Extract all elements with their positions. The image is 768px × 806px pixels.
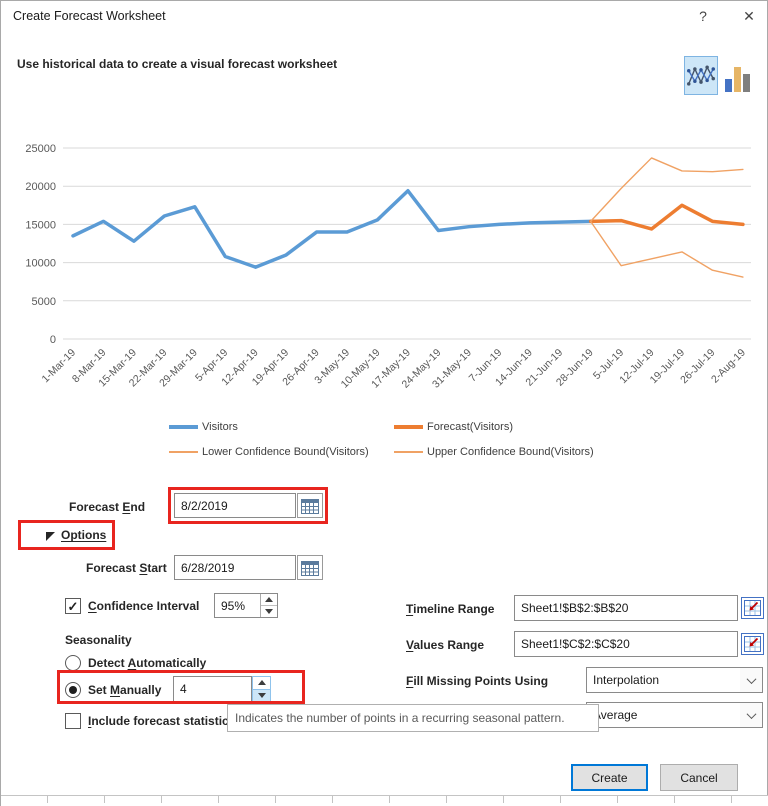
legend-label: Forecast(Visitors)	[427, 421, 513, 433]
set-manually-radio[interactable]	[65, 682, 81, 698]
fill-missing-points-dropdown[interactable]: Interpolation	[586, 667, 763, 693]
values-range-input[interactable]: Sheet1!$C$2:$C$20	[514, 631, 738, 657]
help-button[interactable]: ?	[691, 5, 715, 27]
dropdown-button[interactable]	[740, 703, 762, 727]
seasonality-points-spinner[interactable]	[252, 676, 271, 702]
options-expander[interactable]: Options	[61, 528, 107, 542]
spin-down-button[interactable]	[261, 605, 277, 617]
forecast-start-datepicker-button[interactable]	[297, 555, 323, 580]
confidence-interval-spinner[interactable]: 95%	[214, 593, 278, 618]
forecast-end-input[interactable]: 8/2/2019	[174, 493, 296, 518]
svg-text:15000: 15000	[25, 219, 56, 231]
confidence-interval-label: Confidence Interval	[88, 599, 200, 613]
forecast-preview-chart: 05000100001500020000250001-Mar-198-Mar-1…	[25, 143, 751, 391]
triangle-down-icon	[265, 609, 273, 614]
legend-label: Upper Confidence Bound(Visitors)	[427, 446, 594, 458]
calendar-icon	[301, 561, 319, 576]
fill-missing-points-label: Fill Missing Points Using	[406, 674, 549, 688]
chart-type-column-button[interactable]	[723, 61, 753, 93]
legend-item-lower-bound: Lower Confidence Bound(Visitors)	[169, 446, 369, 458]
chart-type-line-button[interactable]	[684, 56, 718, 95]
legend-item-forecast: Forecast(Visitors)	[394, 421, 513, 433]
legend-marker-visitors	[169, 425, 198, 429]
forecast-end-datepicker-button[interactable]	[297, 493, 323, 518]
legend-marker-forecast	[394, 425, 423, 429]
triangle-down-icon	[257, 692, 266, 698]
legend-item-upper-bound: Upper Confidence Bound(Visitors)	[394, 446, 594, 458]
svg-text:10000: 10000	[25, 258, 56, 270]
options-expander-triangle-icon	[46, 532, 55, 541]
forecast-end-label: Forecast End	[69, 500, 146, 514]
seasonality-tooltip: Indicates the number of points in a recu…	[227, 704, 599, 732]
confidence-interval-checkbox[interactable]: ✓	[65, 598, 81, 614]
svg-text:2-Aug-19: 2-Aug-19	[709, 347, 748, 386]
close-icon: ✕	[743, 7, 755, 24]
legend-label: Visitors	[202, 421, 238, 433]
include-statistics-label: Include forecast statistics	[88, 714, 236, 728]
svg-text:5000: 5000	[32, 296, 56, 308]
svg-text:0: 0	[50, 334, 56, 346]
forecast-start-label: Forecast Start	[86, 561, 167, 575]
cancel-button[interactable]: Cancel	[660, 764, 738, 791]
line-chart-icon	[687, 65, 715, 86]
svg-text:20000: 20000	[25, 181, 56, 193]
dialog-titlebar: Create Forecast Worksheet ? ✕	[1, 1, 767, 31]
spin-up-button[interactable]	[261, 594, 277, 605]
set-manually-label: Set Manually	[88, 683, 162, 697]
timeline-range-selector-button[interactable]	[741, 597, 764, 619]
column-chart-icon	[725, 67, 750, 92]
aggregate-duplicates-dropdown[interactable]: Average	[586, 702, 763, 728]
worksheet-column-ticks	[0, 796, 768, 803]
checkmark-icon: ✓	[67, 598, 79, 614]
triangle-up-icon	[265, 597, 273, 602]
range-selector-icon	[744, 636, 761, 652]
timeline-range-input[interactable]: Sheet1!$B$2:$B$20	[514, 595, 738, 621]
values-range-selector-button[interactable]	[741, 633, 764, 655]
legend-label: Lower Confidence Bound(Visitors)	[202, 446, 369, 458]
forecast-start-input[interactable]: 6/28/2019	[174, 555, 296, 580]
dialog-title: Create Forecast Worksheet	[13, 9, 166, 23]
spin-up-button[interactable]	[253, 677, 270, 689]
help-icon: ?	[699, 8, 707, 24]
seasonality-label: Seasonality	[65, 633, 132, 647]
triangle-up-icon	[257, 680, 266, 686]
legend-marker-upper-bound	[394, 451, 423, 453]
range-selector-icon	[744, 600, 761, 616]
detect-automatically-radio[interactable]	[65, 655, 81, 671]
detect-automatically-label: Detect Automatically	[88, 656, 207, 670]
chevron-down-icon	[746, 708, 756, 719]
legend-item-visitors: Visitors	[169, 421, 238, 433]
svg-text:25000: 25000	[25, 143, 56, 155]
include-statistics-checkbox[interactable]	[65, 713, 81, 729]
legend-marker-lower-bound	[169, 451, 198, 453]
close-button[interactable]: ✕	[737, 5, 761, 27]
values-range-label: Values Range	[406, 638, 485, 652]
worksheet-gridlines	[0, 795, 768, 806]
spin-down-button[interactable]	[253, 688, 270, 701]
radio-dot	[69, 686, 77, 694]
dialog-subtitle: Use historical data to create a visual f…	[17, 57, 338, 71]
seasonality-points-input[interactable]: 4	[173, 676, 252, 702]
calendar-icon	[301, 499, 319, 514]
timeline-range-label: Timeline Range	[406, 602, 495, 616]
create-button[interactable]: Create	[571, 764, 648, 791]
chevron-down-icon	[746, 673, 756, 684]
dropdown-button[interactable]	[740, 668, 762, 692]
